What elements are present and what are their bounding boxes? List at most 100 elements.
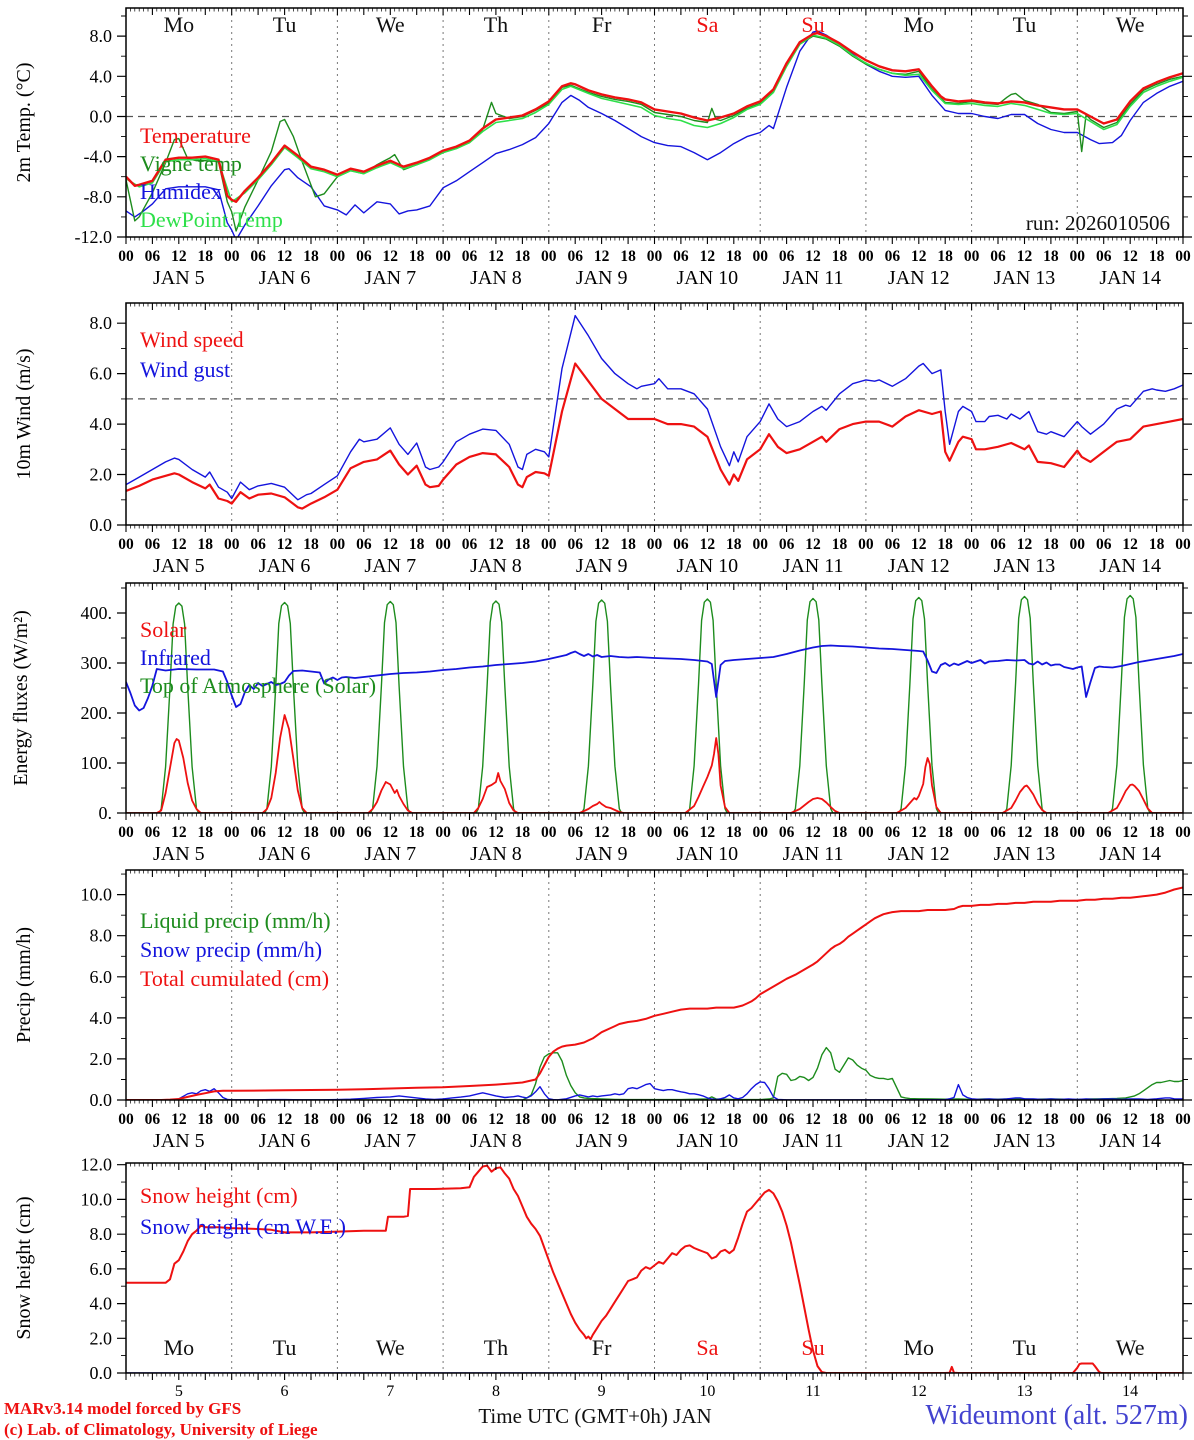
hour-label: 06 [145, 536, 161, 553]
hour-label: 18 [1043, 536, 1059, 553]
y-tick-label: 400. [81, 603, 113, 623]
day-name: Fr [592, 12, 612, 37]
day-label: JAN 7 [364, 555, 416, 577]
hour-label: 18 [409, 248, 425, 265]
hour-label: 18 [515, 536, 531, 553]
day-label: JAN 13 [994, 1130, 1056, 1152]
legend-energy-fluxes-0: Solar [140, 617, 187, 642]
y-tick-label: -12.0 [75, 227, 113, 247]
y-tick-label: 2.0 [90, 465, 113, 485]
y-tick-label: 8.0 [90, 313, 113, 333]
x-ticks-major [125, 870, 1184, 1107]
series-snow-height [126, 1164, 1183, 1373]
hour-label: 06 [145, 1111, 161, 1128]
hour-label: 06 [1096, 248, 1112, 265]
day-label: JAN 11 [783, 843, 844, 865]
hour-label: 18 [198, 824, 214, 841]
hour-label: 12 [805, 536, 821, 553]
y-tick-label: 4.0 [90, 66, 113, 86]
hour-label: 12 [171, 1111, 187, 1128]
series-dewpoint-temp [126, 34, 1183, 203]
y-tick-label: 8.0 [90, 1224, 113, 1244]
hour-label: 12 [911, 536, 927, 553]
hour-label: 06 [990, 536, 1006, 553]
hour-label: 00 [1175, 824, 1191, 841]
hour-label: 06 [250, 1111, 266, 1128]
hour-label: 12 [594, 1111, 610, 1128]
x-ticks-major [125, 303, 1184, 532]
day-label: JAN 6 [259, 843, 311, 865]
day-label: JAN 14 [1099, 555, 1161, 577]
x-ticks-minor [130, 8, 1179, 241]
hour-label: 06 [250, 824, 266, 841]
legend-precip-2: Total cumulated (cm) [140, 966, 329, 991]
day-name: Tu [1013, 12, 1037, 37]
series-top-of-atmosphere-solar [126, 594, 1183, 813]
hour-label: 18 [620, 536, 636, 553]
hour-label: 12 [488, 536, 504, 553]
hour-label: 06 [567, 536, 583, 553]
legend-energy-fluxes-1: Infrared [140, 645, 211, 670]
hour-label: 00 [858, 1111, 874, 1128]
hour-label: 00 [1070, 248, 1086, 265]
day-number: 14 [1122, 1383, 1138, 1400]
hour-label: 06 [779, 1111, 795, 1128]
hour-label: 18 [198, 248, 214, 265]
series-snow-precip [126, 1081, 1183, 1100]
hour-label: 12 [277, 536, 293, 553]
day-label: JAN 6 [259, 1130, 311, 1152]
y-tick-label: 2.0 [90, 1328, 113, 1348]
day-label: JAN 6 [259, 267, 311, 289]
hour-label: 06 [885, 248, 901, 265]
day-name: We [376, 12, 405, 37]
hour-label: 06 [462, 824, 478, 841]
hour-label: 00 [752, 248, 768, 265]
day-label: JAN 11 [783, 555, 844, 577]
hour-label: 00 [224, 248, 240, 265]
hour-label: 00 [330, 824, 346, 841]
day-name: Su [801, 1335, 824, 1360]
hour-label: 18 [620, 248, 636, 265]
hour-label: 00 [752, 1111, 768, 1128]
hour-label: 12 [383, 536, 399, 553]
series-total-cumulated [126, 886, 1183, 1100]
hour-label: 12 [911, 1111, 927, 1128]
y-tick-label: 10.0 [81, 1189, 113, 1209]
hour-label: 18 [515, 248, 531, 265]
hour-label: 06 [1096, 1111, 1112, 1128]
hour-label: 18 [726, 248, 742, 265]
hour-label: 12 [594, 536, 610, 553]
model-credit: MARv3.14 model forced by GFS (c) Lab. of… [4, 1398, 318, 1440]
series-humidex [126, 30, 1183, 237]
day-label: JAN 9 [576, 555, 628, 577]
hour-label: 00 [330, 248, 346, 265]
hour-label: 18 [515, 824, 531, 841]
hour-label: 12 [594, 248, 610, 265]
day-label: JAN 9 [576, 1130, 628, 1152]
legend-wind-1: Wind gust [140, 357, 230, 382]
legend-snow-height-1: Snow height (cm W.E.) [140, 1214, 346, 1239]
day-label: JAN 12 [888, 843, 950, 865]
x-ticks-minor [130, 583, 1179, 817]
y-tick-label: 0.0 [90, 515, 113, 535]
y-tick-label: 12.0 [81, 1155, 113, 1175]
hour-label: 12 [700, 824, 716, 841]
hour-label: 12 [171, 248, 187, 265]
hour-label: 06 [1096, 536, 1112, 553]
hour-label: 18 [1149, 1111, 1165, 1128]
hour-label: 18 [620, 824, 636, 841]
hour-label: 12 [805, 248, 821, 265]
hour-label: 12 [700, 1111, 716, 1128]
hour-label: 18 [937, 248, 953, 265]
hour-label: 18 [726, 824, 742, 841]
day-label: JAN 13 [994, 843, 1056, 865]
hour-label: 18 [1043, 1111, 1059, 1128]
hour-label: 06 [779, 536, 795, 553]
series-temperature [126, 31, 1183, 204]
day-label: JAN 11 [783, 267, 844, 289]
y-ticks-major [117, 1164, 1192, 1374]
hour-label: 12 [488, 824, 504, 841]
legend-snow-height-0: Snow height (cm) [140, 1183, 298, 1208]
day-number: 10 [699, 1383, 715, 1400]
day-label: JAN 7 [364, 843, 416, 865]
